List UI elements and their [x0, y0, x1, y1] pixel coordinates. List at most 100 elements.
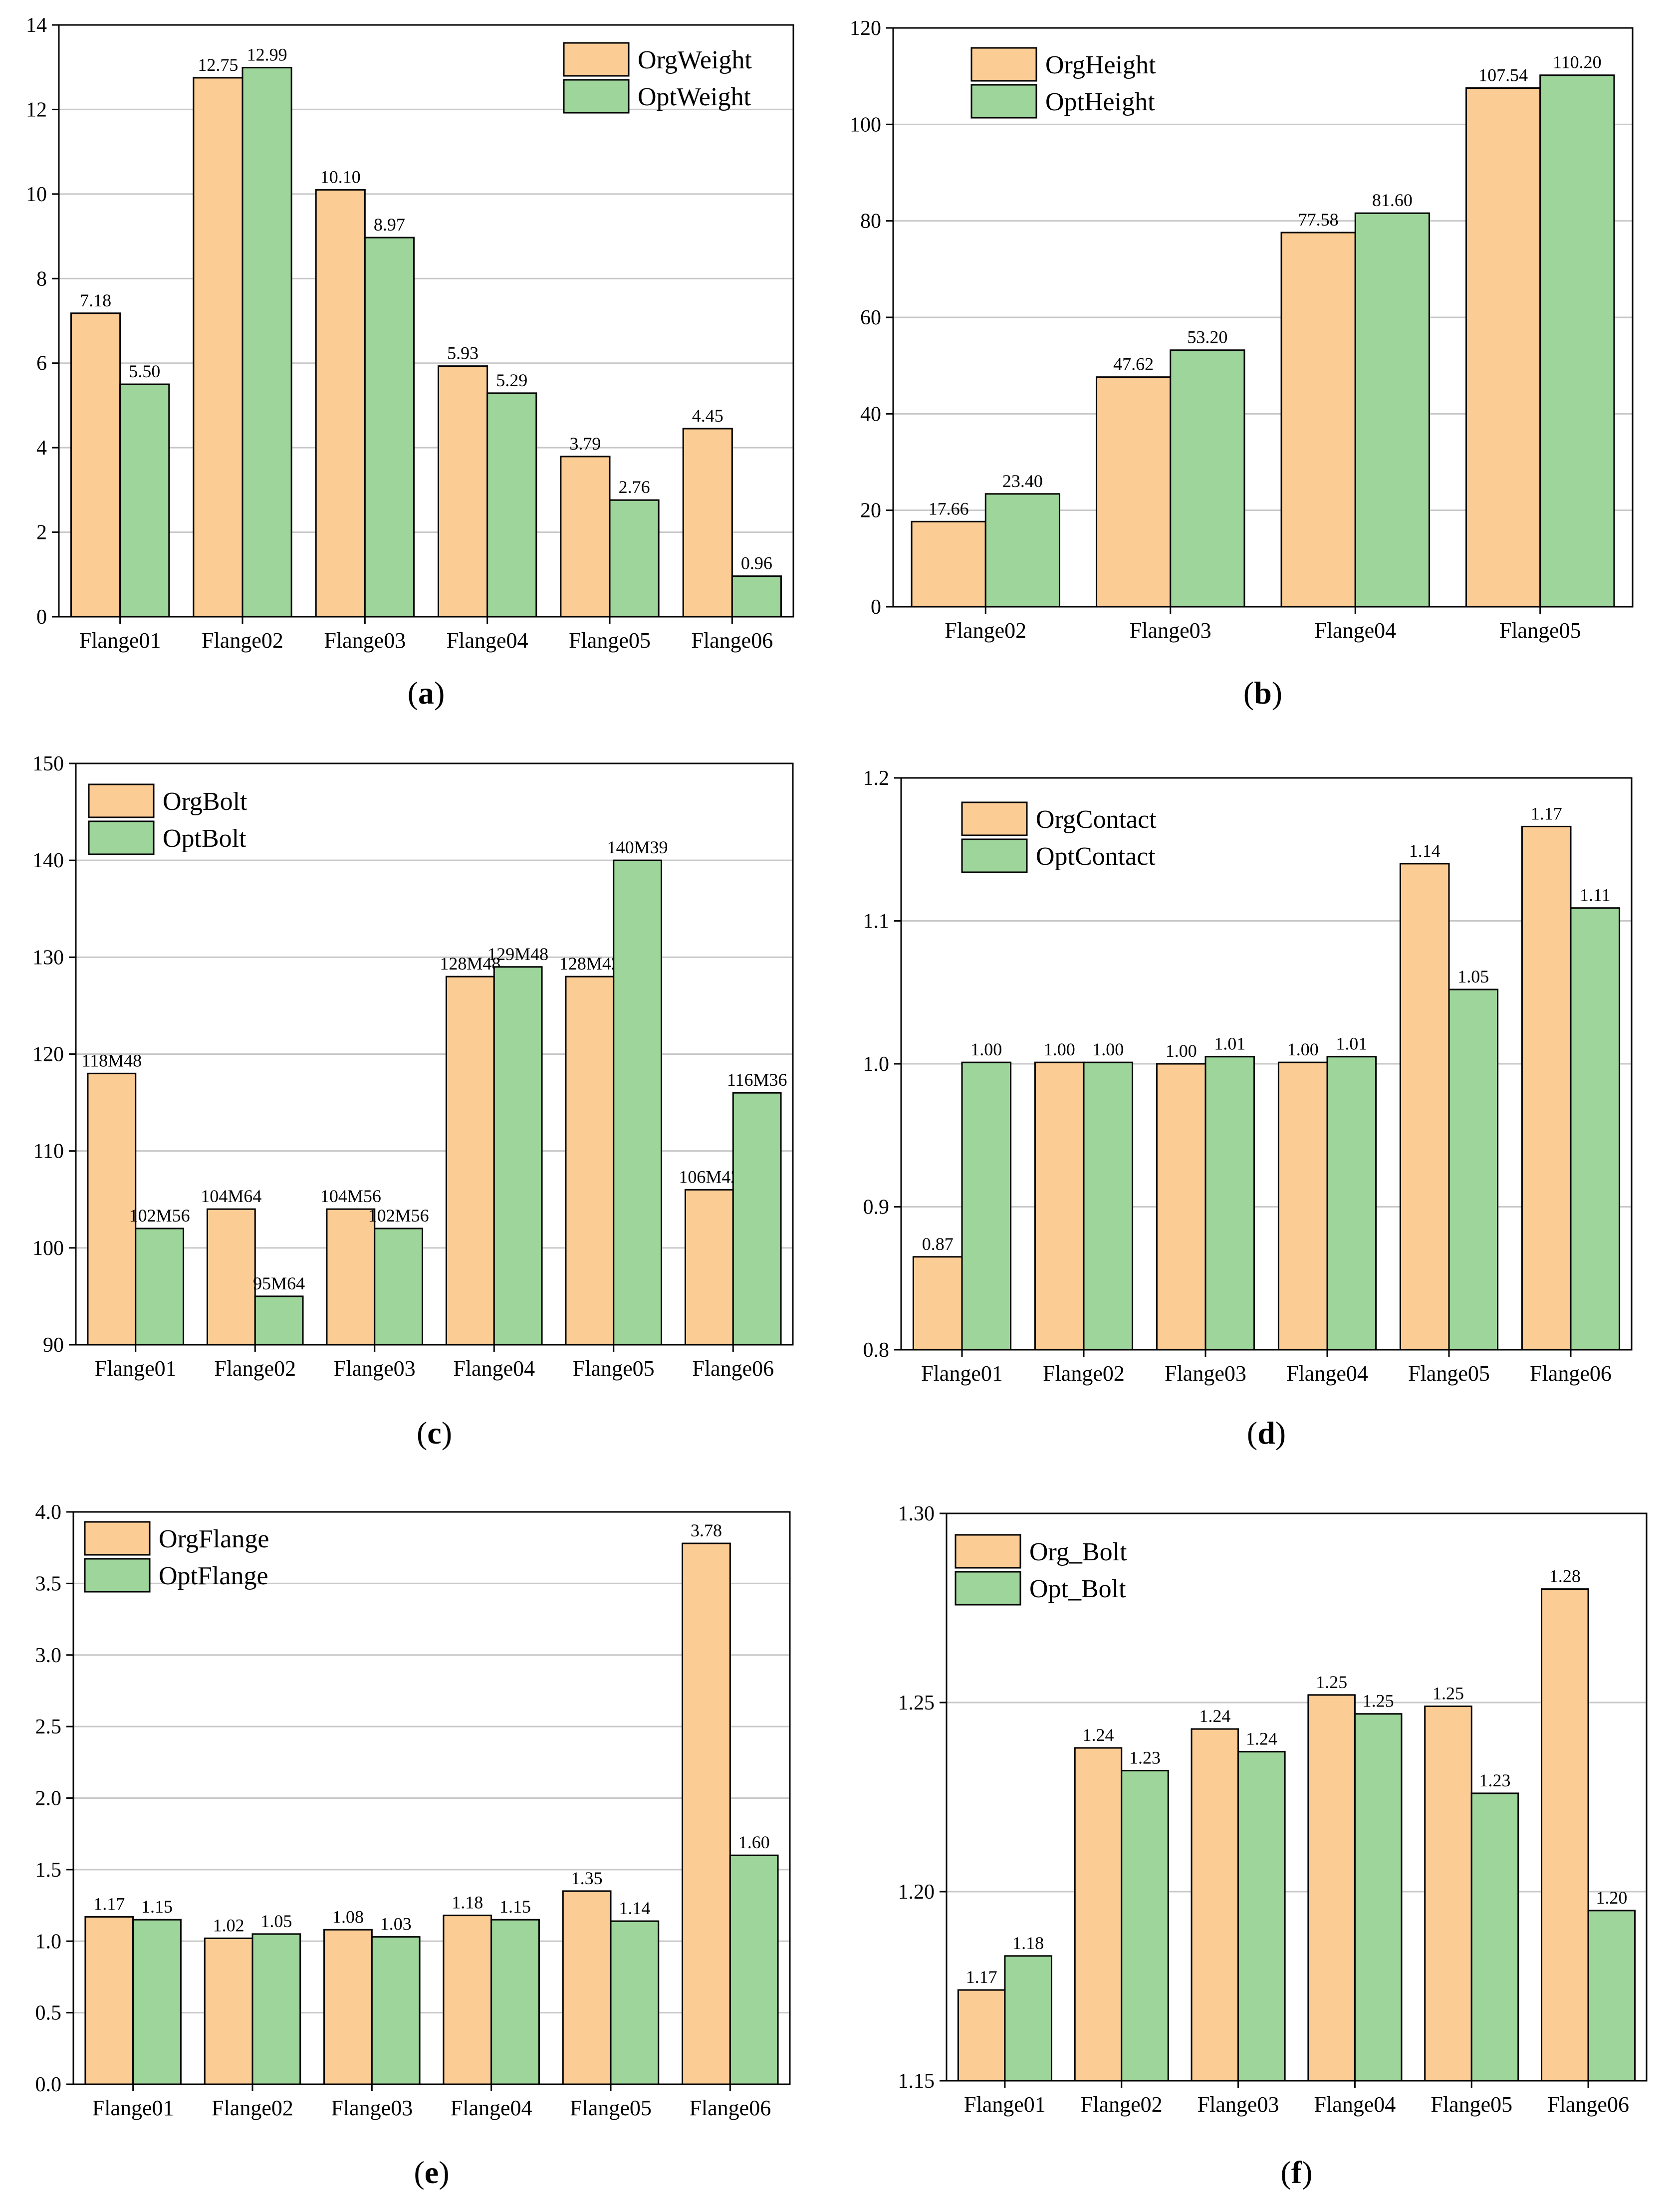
legend-swatch-OptFlange — [84, 1558, 151, 1593]
bar-OrgFlange-Flange05 — [562, 1890, 612, 2085]
data-label: 1.28 — [1549, 1566, 1581, 1586]
bar-OptContact-Flange04 — [1326, 1056, 1377, 1351]
y-tick-label: 0 — [36, 606, 47, 629]
data-label: 1.00 — [970, 1039, 1002, 1059]
bar-OrgWeight-Flange02 — [193, 77, 243, 618]
data-label: 110.20 — [1553, 52, 1602, 72]
y-tick-label: 1.5 — [35, 1859, 62, 1882]
y-tick-label: 3.5 — [35, 1572, 62, 1595]
bar-OrgFlange-Flange02 — [204, 1938, 253, 2085]
chart-panel-d: 0.8 0.9 1.0 1.1 1.2 0.87 1.00 Flange01 1.00 1.00 F… — [863, 767, 1633, 1451]
panel-caption: (e) — [414, 2155, 449, 2190]
data-label: 140M39 — [607, 837, 668, 857]
bar-OptFlange-Flange05 — [610, 1920, 660, 2085]
x-tick-label: Flange02 — [202, 628, 283, 653]
data-label: 1.01 — [1336, 1034, 1367, 1054]
bar-OptBolt-Flange01 — [135, 1227, 185, 1346]
data-label: 17.66 — [929, 498, 969, 518]
data-label: 0.96 — [741, 553, 772, 573]
plot-frame — [892, 27, 1634, 608]
x-tick-label: Flange01 — [921, 1361, 1003, 1386]
x-tick-label: Flange06 — [1547, 2092, 1629, 2117]
x-tick-label: Flange06 — [692, 1356, 774, 1381]
bar-OptFlange-Flange03 — [371, 1936, 421, 2085]
y-tick-label: 0.9 — [863, 1196, 890, 1219]
data-label: 1.08 — [332, 1907, 364, 1927]
x-tick-label: Flange02 — [945, 618, 1026, 643]
data-label: 1.00 — [1044, 1039, 1075, 1059]
data-label: 1.11 — [1580, 885, 1611, 905]
data-label: 7.18 — [80, 290, 111, 310]
x-tick-label: Flange04 — [447, 628, 528, 653]
panel-caption: (f) — [1281, 2155, 1313, 2190]
bar-OptContact-Flange02 — [1083, 1061, 1134, 1351]
legend-label: OptContact — [1036, 842, 1156, 871]
legend-label: OptWeight — [638, 83, 751, 111]
x-tick-label: Flange01 — [79, 628, 161, 653]
legend-swatch-OptContact — [961, 838, 1028, 873]
data-label: 1.23 — [1129, 1747, 1161, 1767]
bar-OptContact-Flange03 — [1204, 1056, 1255, 1351]
y-tick-label: 8 — [36, 267, 47, 290]
bar-OptWeight-Flange03 — [364, 237, 415, 618]
chart-panel-b: 0 20 40 60 80 100 120 17.66 23.40 Flange02 47.62 53… — [850, 17, 1634, 711]
bar-OptFlange-Flange06 — [729, 1854, 779, 2085]
data-label: 53.20 — [1187, 327, 1227, 347]
x-tick-label: Flange03 — [334, 1356, 416, 1381]
y-tick-label: 60 — [860, 306, 881, 329]
bar-OptWeight-Flange02 — [241, 67, 292, 618]
y-tick-label: 1.20 — [898, 1881, 935, 1904]
y-tick-label: 150 — [32, 752, 64, 775]
data-label: 1.24 — [1082, 1725, 1114, 1745]
bar-Opt_Bolt-Flange05 — [1470, 1792, 1519, 2082]
bar-OrgBolt-Flange05 — [565, 976, 615, 1346]
bar-Opt_Bolt-Flange02 — [1121, 1769, 1169, 2082]
y-tick-label: 12 — [26, 98, 47, 121]
legend-swatch-OrgHeight — [970, 47, 1037, 82]
data-label: 129M48 — [487, 944, 548, 964]
bar-Opt_Bolt-Flange03 — [1237, 1751, 1286, 2082]
bar-OptHeight-Flange03 — [1170, 349, 1245, 608]
y-tick-label: 90 — [43, 1334, 64, 1357]
legend-label: OrgContact — [1036, 805, 1157, 834]
bar-OrgFlange-Flange03 — [323, 1929, 373, 2085]
data-label: 1.01 — [1214, 1034, 1245, 1054]
plot-frame — [72, 1511, 791, 2085]
y-tick-label: 10 — [26, 183, 47, 206]
data-label: 1.17 — [966, 1967, 997, 1987]
bar-OrgContact-Flange03 — [1156, 1063, 1206, 1351]
y-tick-label: 0.8 — [863, 1339, 890, 1362]
legend-swatch-OrgWeight — [563, 42, 630, 77]
legend-label: OptBolt — [163, 824, 246, 853]
data-label: 1.17 — [1531, 803, 1562, 823]
data-label: 1.23 — [1479, 1770, 1511, 1790]
data-label: 47.62 — [1113, 354, 1154, 374]
legend-label: OrgBolt — [163, 787, 247, 816]
y-tick-label: 40 — [860, 403, 881, 426]
bar-OrgBolt-Flange04 — [445, 976, 495, 1346]
data-label: 1.02 — [213, 1916, 244, 1936]
x-tick-label: Flange02 — [214, 1356, 296, 1381]
data-label: 1.18 — [1012, 1933, 1044, 1953]
y-tick-label: 4 — [36, 437, 47, 460]
data-label: 12.75 — [198, 55, 238, 75]
x-tick-label: Flange02 — [212, 2096, 293, 2120]
legend-swatch-Org_Bolt — [955, 1534, 1021, 1569]
bar-OptFlange-Flange01 — [132, 1919, 182, 2085]
data-label: 1.03 — [380, 1914, 412, 1934]
y-tick-label: 120 — [32, 1043, 64, 1066]
data-label: 23.40 — [1002, 471, 1043, 491]
x-tick-label: Flange04 — [1286, 1361, 1368, 1386]
data-label: 1.00 — [1287, 1039, 1319, 1059]
data-label: 1.14 — [1409, 841, 1440, 861]
data-label: 4.45 — [692, 406, 723, 426]
x-tick-label: Flange02 — [1043, 1361, 1125, 1386]
data-label: 0.87 — [922, 1234, 954, 1254]
bar-OrgBolt-Flange03 — [326, 1208, 376, 1346]
data-label: 107.54 — [1478, 65, 1528, 85]
x-tick-label: Flange01 — [95, 1356, 177, 1381]
x-tick-label: Flange01 — [92, 2096, 174, 2120]
bar-Org_Bolt-Flange02 — [1074, 1747, 1123, 2082]
y-tick-label: 0.5 — [35, 2002, 62, 2025]
